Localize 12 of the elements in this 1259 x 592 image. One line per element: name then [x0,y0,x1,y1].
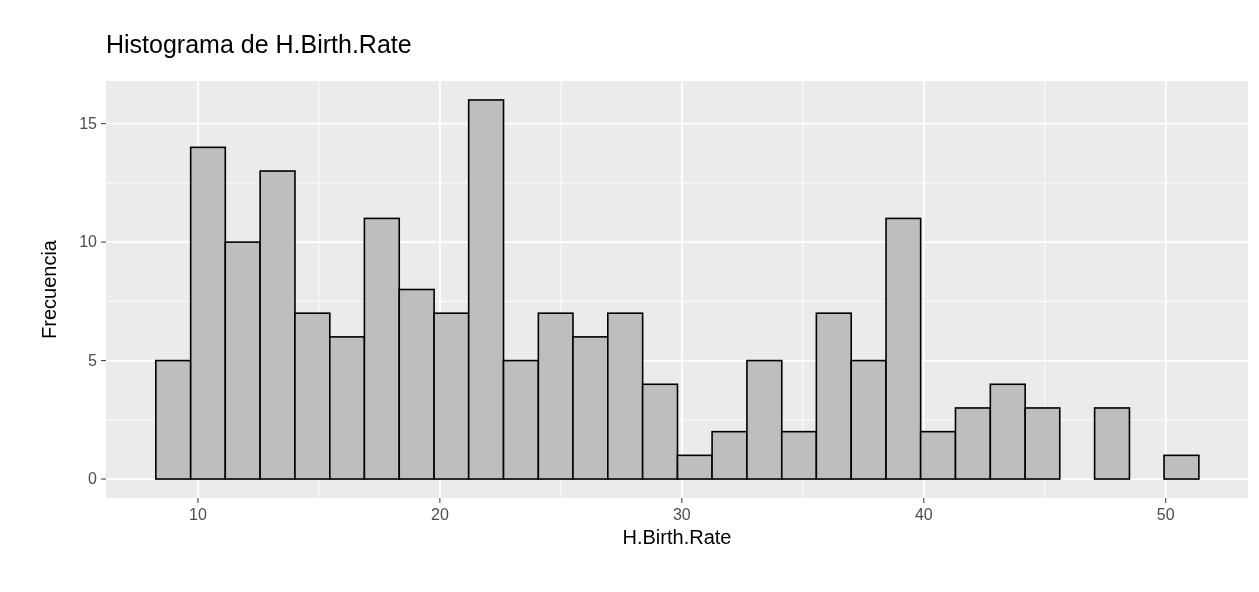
x-tick-label: 40 [914,506,933,523]
chart-title: Histograma de H.Birth.Rate [106,30,412,58]
x-tick-label: 30 [672,506,691,523]
y-tick-label: 15 [79,114,98,132]
x-tick-label: 50 [1156,506,1175,523]
y-axis-title: Frecuencia [38,239,60,339]
x-tick-label: 10 [189,506,207,523]
y-tick-label: 0 [88,470,98,488]
x-axis-title: H.Birth.Rate [622,526,732,548]
x-tick-label: 20 [430,506,449,523]
y-tick-label: 5 [88,351,98,369]
y-tick-label: 10 [79,233,98,251]
